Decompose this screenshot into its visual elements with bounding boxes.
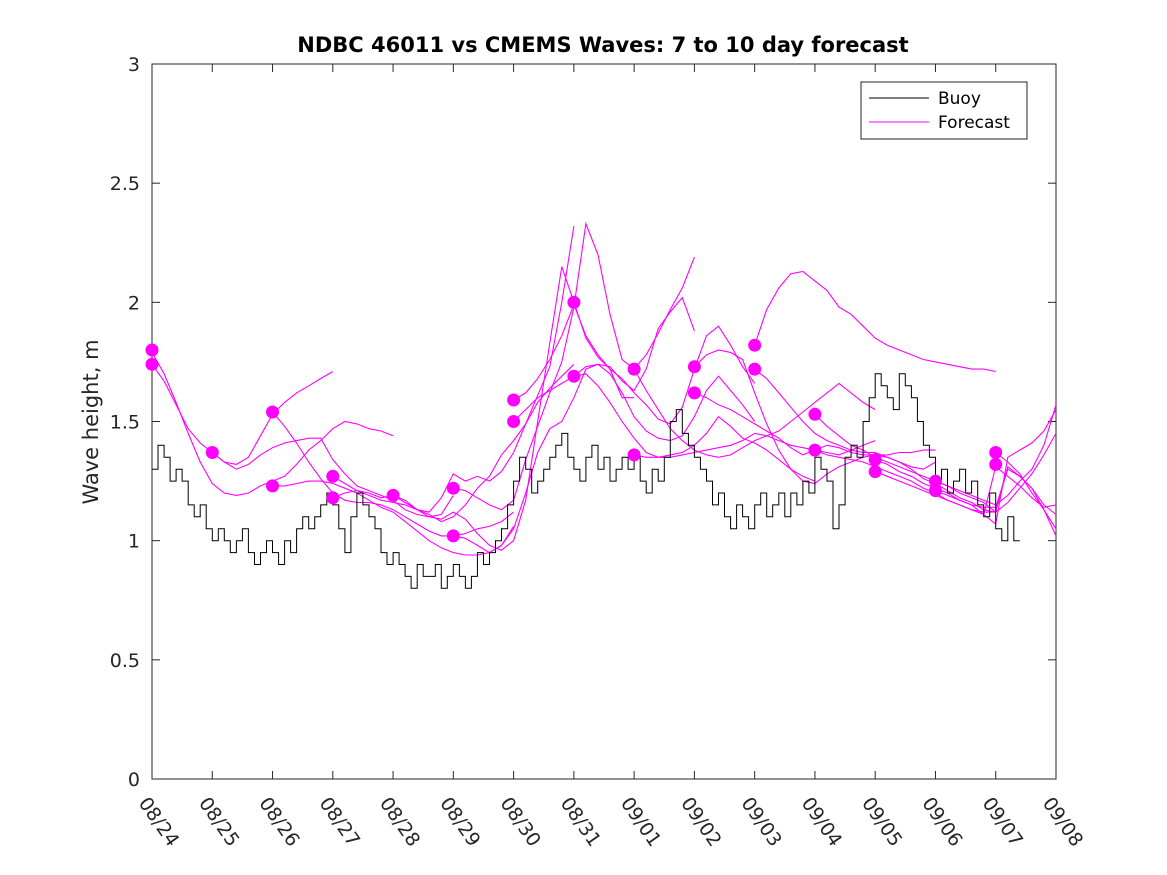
forecast-series-line-10	[453, 296, 695, 554]
chart-title: NDBC 46011 vs CMEMS Waves: 7 to 10 day f…	[297, 33, 908, 57]
forecast-start-marker	[627, 448, 641, 462]
y-axis-label: Wave height, m	[79, 339, 103, 504]
forecast-start-marker	[748, 362, 762, 376]
forecast-start-marker	[386, 488, 400, 502]
y-tick-label: 0	[128, 769, 140, 791]
forecast-start-marker	[326, 469, 340, 483]
legend-box	[860, 81, 1028, 140]
forecast-series-line-4	[272, 411, 514, 537]
y-tick-label: 0.5	[110, 650, 140, 672]
forecast-start-marker	[145, 357, 159, 371]
forecast-start-marker	[868, 465, 882, 479]
forecast-start-marker	[446, 529, 460, 543]
forecast-start-marker	[989, 457, 1003, 471]
forecast-start-marker	[808, 407, 822, 421]
legend-buoy-label: Buoy	[938, 89, 981, 109]
forecast-start-marker	[687, 360, 701, 374]
y-tick-label: 2	[128, 292, 140, 314]
forecast-start-marker	[868, 453, 882, 467]
legend: Buoy Forecast	[860, 81, 1028, 140]
forecast-series-line-5	[272, 480, 515, 556]
forecast-series-line-11	[513, 303, 756, 425]
forecast-start-marker	[808, 443, 822, 457]
forecast-start-marker	[446, 481, 460, 495]
forecast-start-marker	[266, 479, 279, 493]
buoy-series-line	[152, 373, 1020, 589]
y-tick-label: 3	[128, 54, 140, 76]
forecast-start-marker	[567, 369, 581, 383]
forecast-series-line-7	[332, 226, 575, 513]
forecast-start-marker	[929, 474, 942, 488]
forecast-series-line-2	[151, 363, 334, 465]
y-tick-label: 1.5	[110, 412, 140, 434]
forecast-start-marker	[929, 484, 942, 498]
forecast-start-marker	[627, 362, 641, 376]
forecast-start-marker	[687, 386, 701, 400]
forecast-start-marker	[326, 491, 340, 505]
forecast-series-line-19	[754, 368, 996, 513]
forecast-start-marker	[507, 393, 521, 407]
forecast-start-marker	[989, 446, 1003, 459]
forecast-series-line-23	[875, 465, 1057, 516]
forecast-series-line-3	[211, 437, 454, 518]
legend-forecast-label: Forecast	[938, 113, 1010, 133]
forecast-start-marker	[205, 446, 219, 459]
forecast-start-marker	[567, 295, 581, 309]
forecast-start-marker	[266, 405, 279, 419]
forecast-start-marker	[748, 338, 762, 352]
forecast-start-marker	[145, 343, 159, 357]
forecast-series-line-26	[995, 452, 1057, 537]
forecast-series-line-12	[513, 363, 756, 442]
y-tick-label: 1	[128, 531, 140, 553]
forecast-series-line-18	[754, 270, 996, 373]
forecast-series-line-8	[392, 266, 635, 551]
forecast-start-marker	[507, 415, 521, 428]
y-tick-label: 2.5	[110, 173, 140, 195]
forecast-series-line-15	[633, 432, 876, 458]
forecast-series-line-14	[633, 368, 876, 458]
forecast-series-line-6	[332, 363, 575, 523]
